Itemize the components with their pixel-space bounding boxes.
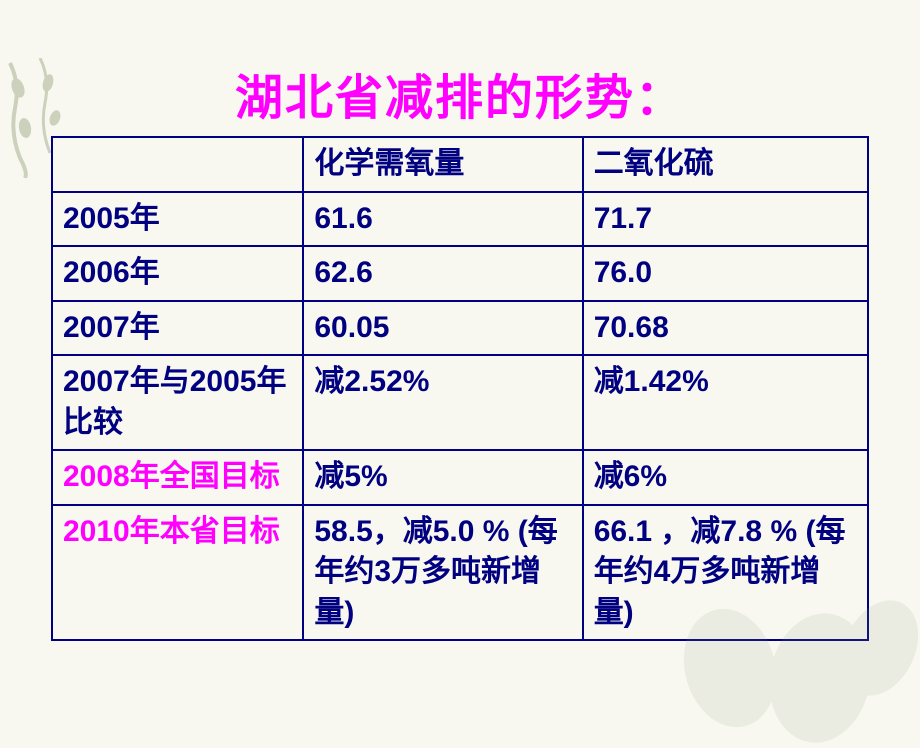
- table-row: 2007年 60.05 70.68: [52, 301, 868, 356]
- header-so2-cell: 二氧化硫: [583, 137, 868, 192]
- row-label: 2006年: [52, 246, 303, 301]
- table-row: 2006年 62.6 76.0: [52, 246, 868, 301]
- vine-decoration-top-icon: [0, 58, 90, 178]
- row-so2: 76.0: [583, 246, 868, 301]
- row-so2: 减6%: [583, 450, 868, 505]
- row-label: 2007年与2005年比较: [52, 355, 303, 450]
- table-row: 2005年 61.6 71.7: [52, 192, 868, 247]
- table-row: 2008年全国目标 减5% 减6%: [52, 450, 868, 505]
- row-cod: 减2.52%: [303, 355, 582, 450]
- row-label: 2008年全国目标: [52, 450, 303, 505]
- row-so2: 70.68: [583, 301, 868, 356]
- leaves-decoration-bottom-icon: [670, 548, 920, 748]
- table-header-row: 化学需氧量 二氧化硫: [52, 137, 868, 192]
- row-cod: 61.6: [303, 192, 582, 247]
- row-cod: 58.5，减5.0 % (每年约3万多吨新增量): [303, 505, 582, 641]
- table-row: 2007年与2005年比较 减2.52% 减1.42%: [52, 355, 868, 450]
- row-label: 2007年: [52, 301, 303, 356]
- header-cod-cell: 化学需氧量: [303, 137, 582, 192]
- row-cod: 60.05: [303, 301, 582, 356]
- slide-title: 湖北省减排的形势：: [0, 58, 920, 128]
- row-label: 2005年: [52, 192, 303, 247]
- row-cod: 62.6: [303, 246, 582, 301]
- row-label: 2010年本省目标: [52, 505, 303, 641]
- row-so2: 减1.42%: [583, 355, 868, 450]
- row-so2: 71.7: [583, 192, 868, 247]
- row-cod: 减5%: [303, 450, 582, 505]
